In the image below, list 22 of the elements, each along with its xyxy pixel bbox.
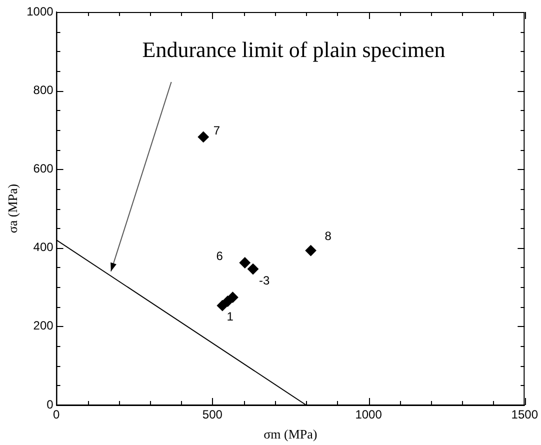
annotation: 6 [216, 249, 224, 264]
y-tick-label: 400 [33, 240, 54, 254]
x-tick-label: 1000 [355, 408, 382, 422]
annotation: Endurance limit of plain specimen [142, 37, 446, 62]
y-tick-label: 200 [33, 318, 54, 333]
x-axis-title: σm (MPa) [264, 426, 318, 442]
point [248, 264, 259, 275]
y-tick-label: 0 [46, 397, 54, 412]
x-tick-label: 500 [202, 408, 223, 422]
point [227, 292, 238, 303]
y-tick-label: 600 [33, 162, 54, 176]
x-tick-label: 1500 [511, 408, 538, 422]
annotation: -3 [259, 273, 270, 288]
point [239, 257, 250, 268]
y-axis-title: σa (MPa) [5, 184, 20, 234]
point [198, 131, 209, 142]
y-tick-label: 800 [33, 82, 54, 97]
annotation: 8 [324, 228, 332, 243]
y-tick-label: 1000 [26, 4, 54, 18]
annotation: 7 [213, 123, 220, 138]
point [305, 245, 316, 256]
annotation: 1 [226, 310, 234, 324]
